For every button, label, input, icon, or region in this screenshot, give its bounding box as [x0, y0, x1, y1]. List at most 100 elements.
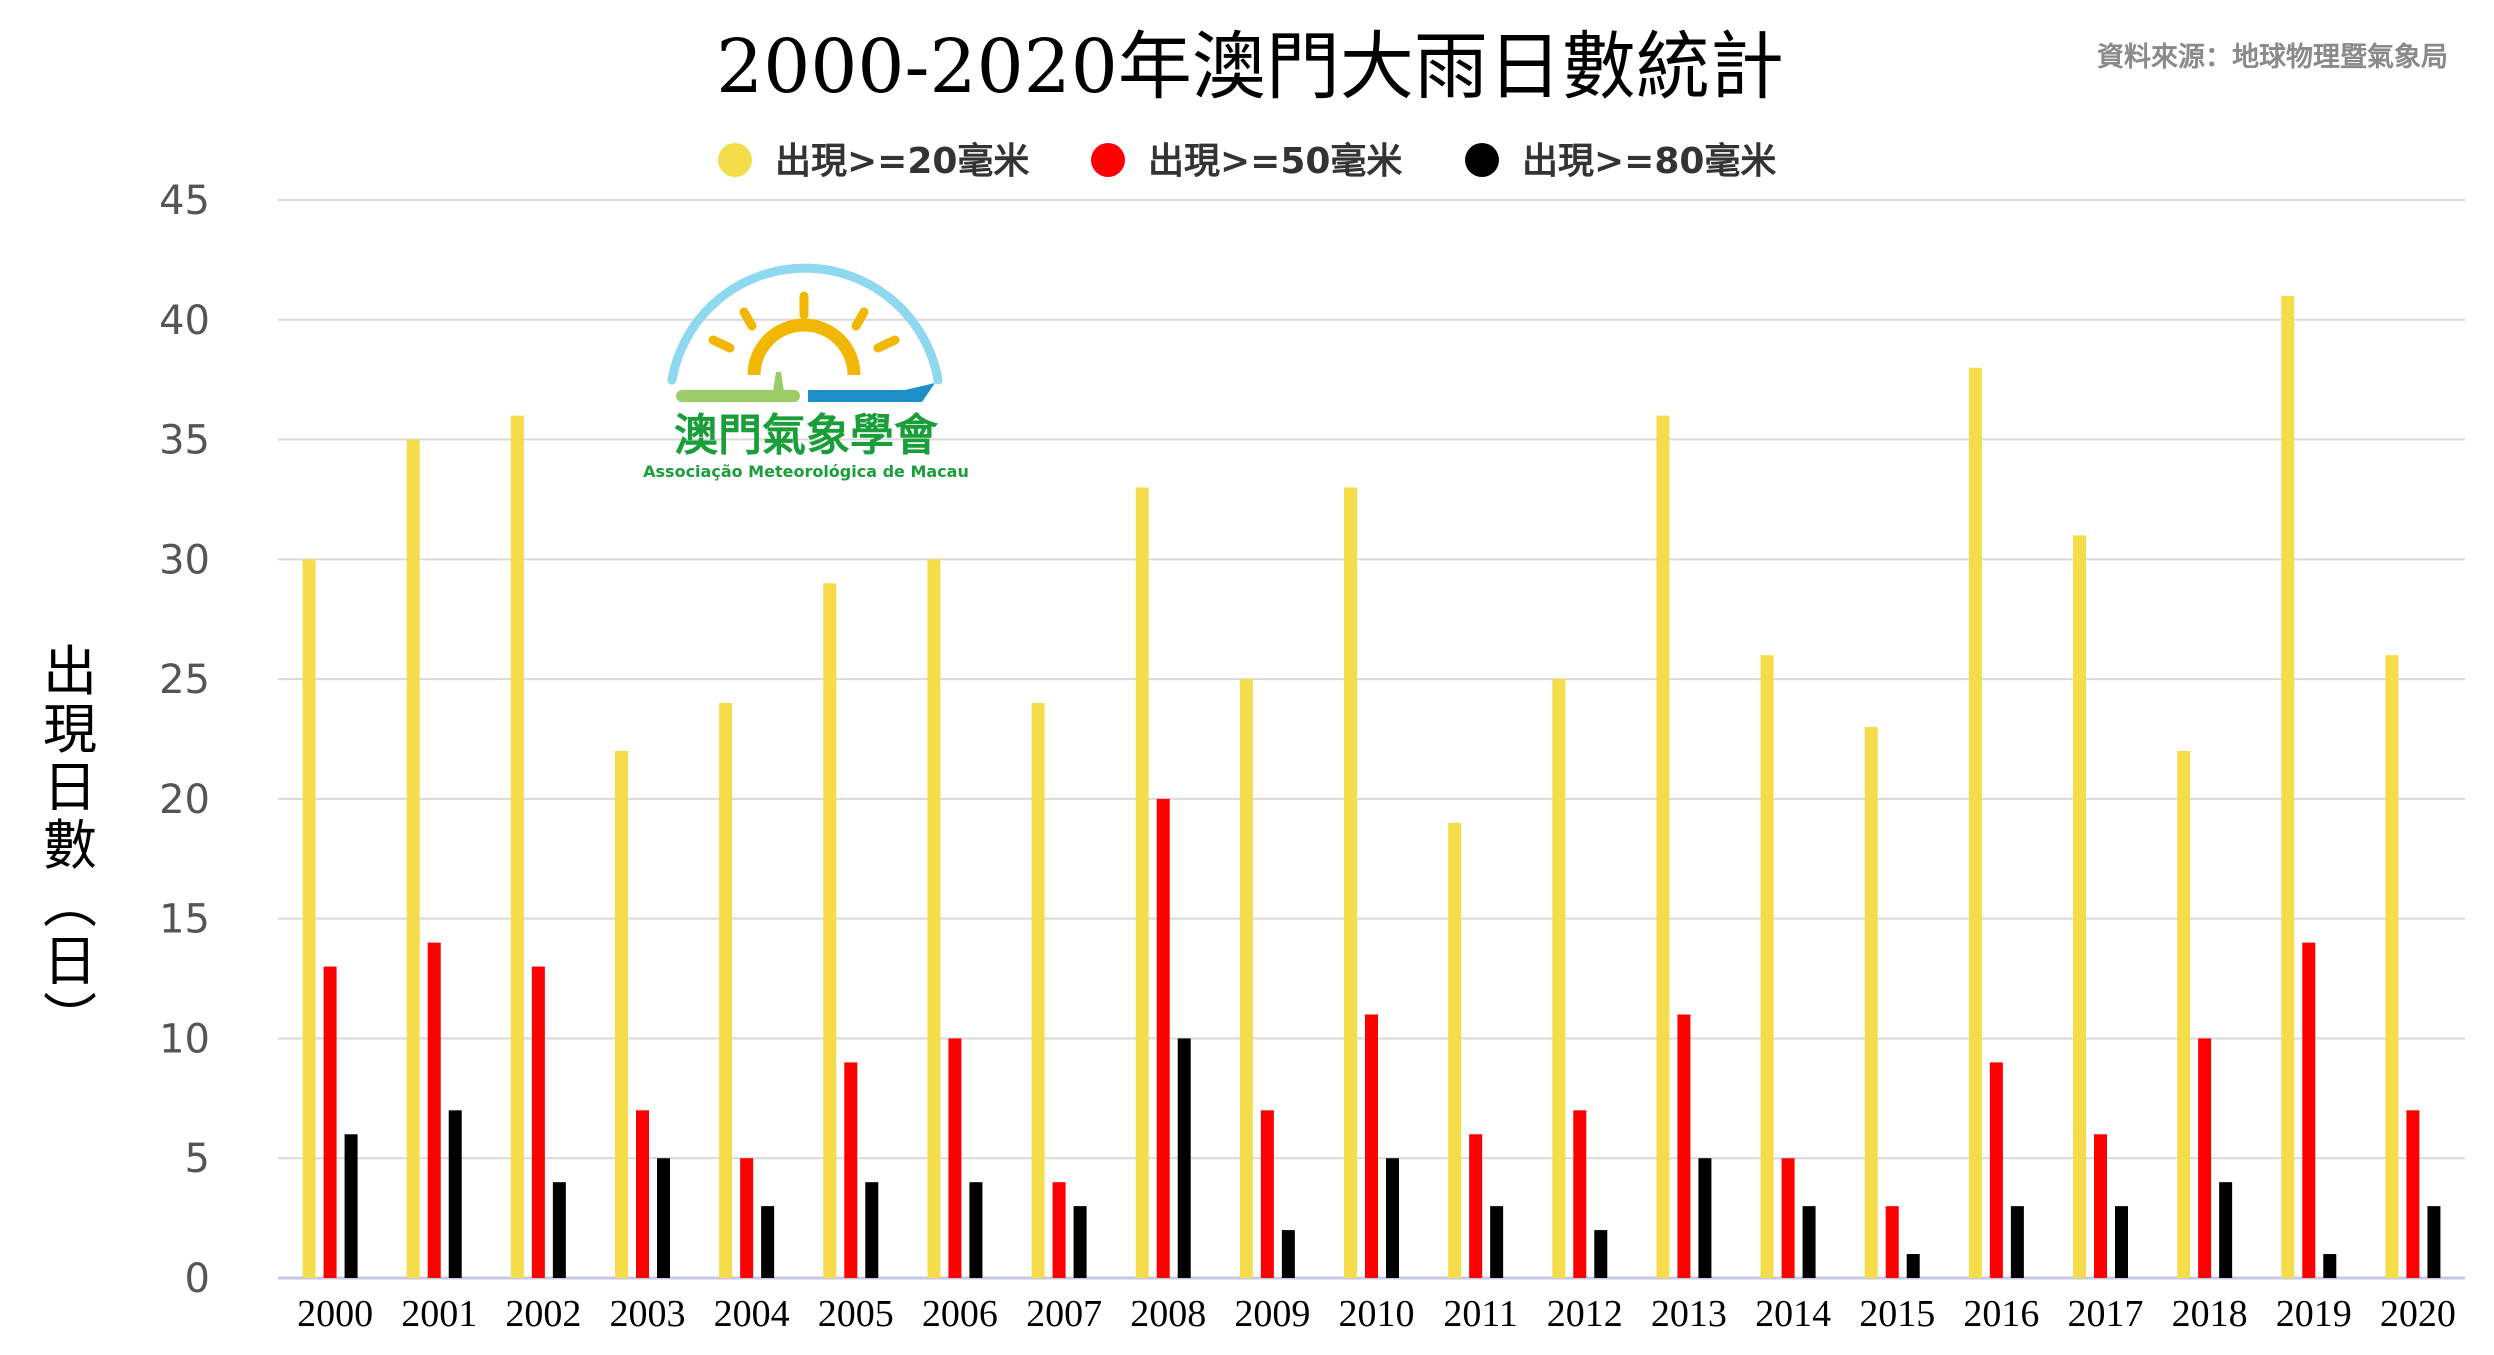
bar-2015-series-1: [1864, 727, 1878, 1278]
bar-2011-series-2: [1469, 1134, 1483, 1278]
bar-2001-series-2: [427, 942, 441, 1278]
y-tick-label: 10: [159, 1016, 210, 1062]
bar-2017-series-1: [2073, 535, 2086, 1278]
x-tick-label: 2016: [1963, 1293, 2039, 1335]
y-tick-label: 30: [159, 537, 210, 583]
bar-2011-series-3: [1490, 1206, 1504, 1278]
bar-2014-series-3: [1802, 1206, 1816, 1278]
bar-2005-series-2: [844, 1062, 858, 1278]
bar-2011-series-1: [1448, 822, 1462, 1278]
bar-2018-series-3: [2219, 1182, 2233, 1278]
x-tick-label: 2005: [818, 1293, 894, 1335]
bar-2003-series-1: [615, 750, 628, 1278]
bar-2014-series-1: [1760, 655, 1774, 1278]
logo-sea: [808, 383, 935, 402]
x-tick-label: 2001: [401, 1293, 477, 1335]
x-tick-label: 2008: [1130, 1293, 1206, 1335]
legend: 出現>=20毫米 出現>=50毫米 出現>=80毫米: [718, 141, 1776, 182]
bar-2001-series-3: [448, 1110, 462, 1278]
bar-2006-series-1: [927, 559, 941, 1278]
bar-2002-series-1: [510, 415, 524, 1279]
bar-2003-series-3: [657, 1158, 670, 1278]
y-axis-label-text: 出現日數︵日︶: [43, 640, 97, 1051]
bar-2014-series-2: [1781, 1158, 1795, 1278]
legend-label: 出現>=80毫米: [1522, 141, 1776, 182]
x-tick-label: 2012: [1547, 1293, 1623, 1335]
legend-marker: [1465, 143, 1499, 177]
y-tick-label: 35: [159, 418, 210, 464]
x-tick-label: 2011: [1443, 1293, 1518, 1335]
logo-name-pt: Associação Meteorológica de Macau: [643, 462, 969, 481]
bar-2008-series-2: [1156, 798, 1170, 1278]
bar-2018-series-1: [2177, 750, 2191, 1278]
bar-2016-series-2: [1989, 1062, 2003, 1278]
bar-2002-series-2: [531, 966, 545, 1278]
bar-2010-series-2: [1365, 1014, 1378, 1278]
bar-2015-series-2: [1885, 1206, 1899, 1278]
bar-2009-series-2: [1260, 1110, 1274, 1278]
bar-2009-series-1: [1239, 679, 1253, 1278]
bar-2007-series-3: [1073, 1206, 1087, 1278]
legend-label: 出現>=20毫米: [775, 141, 1029, 182]
y-tick-label: 20: [159, 777, 210, 823]
bar-2003-series-2: [636, 1110, 649, 1278]
bar-2012-series-1: [1552, 679, 1566, 1278]
bar-2015-series-3: [1906, 1254, 1920, 1278]
bar-2007-series-2: [1052, 1182, 1066, 1278]
bar-2020-series-1: [2385, 655, 2399, 1278]
logo-name-zh: 澳門氣象學會: [674, 410, 939, 461]
bar-2016-series-3: [2010, 1206, 2024, 1278]
bar-2005-series-1: [823, 583, 837, 1278]
bar-2010-series-3: [1386, 1158, 1399, 1278]
bar-2012-series-3: [1594, 1230, 1608, 1278]
x-tick-label: 2019: [2276, 1293, 2352, 1335]
y-axis-ticks: 0 5 10 15 20 25 30 35 40 45: [159, 178, 210, 1302]
bar-2013-series-1: [1656, 415, 1670, 1279]
bar-2000-series-2: [323, 966, 337, 1278]
x-tick-label: 2006: [922, 1293, 998, 1335]
bar-2017-series-2: [2094, 1134, 2107, 1278]
y-tick-label: 15: [159, 897, 210, 943]
bar-2000-series-1: [302, 559, 316, 1278]
x-tick-label: 2017: [2068, 1293, 2144, 1335]
logo-sun: [747, 318, 861, 376]
bar-2019-series-3: [2323, 1254, 2337, 1278]
bar-2007-series-1: [1031, 703, 1045, 1278]
legend-marker: [1091, 143, 1125, 177]
bar-2008-series-3: [1177, 1038, 1191, 1278]
bars: [302, 295, 2441, 1279]
x-tick-label: 2010: [1339, 1293, 1415, 1335]
logo-arc: [667, 263, 943, 385]
x-tick-label: 2009: [1234, 1293, 1310, 1335]
y-tick-label: 25: [159, 657, 210, 703]
x-tick-label: 2020: [2380, 1293, 2456, 1335]
bar-2017-series-3: [2115, 1206, 2128, 1278]
legend-label: 出現>=50毫米: [1148, 141, 1402, 182]
bar-2001-series-1: [406, 439, 420, 1278]
x-tick-label: 2000: [297, 1293, 373, 1335]
bar-2009-series-3: [1281, 1230, 1295, 1278]
bar-2005-series-3: [865, 1182, 879, 1278]
bar-2002-series-3: [552, 1182, 566, 1278]
legend-marker: [718, 143, 752, 177]
logo-land: [676, 390, 800, 402]
x-tick-label: 2002: [505, 1293, 581, 1335]
bar-2006-series-3: [969, 1182, 983, 1278]
x-tick-label: 2013: [1651, 1293, 1727, 1335]
x-tick-label: 2015: [1859, 1293, 1935, 1335]
bar-2019-series-2: [2302, 942, 2316, 1278]
y-tick-label: 5: [185, 1136, 210, 1182]
x-tick-label: 2004: [714, 1293, 790, 1335]
x-tick-label: 2018: [2172, 1293, 2248, 1335]
y-axis-label: 出現日數︵日︶: [43, 640, 97, 1051]
y-tick-label: 40: [159, 298, 210, 344]
bar-2020-series-2: [2406, 1110, 2420, 1278]
chart-title: 2000-2020年澳門大雨日數統計: [716, 24, 1784, 110]
bar-2004-series-1: [719, 703, 733, 1278]
x-tick-label: 2014: [1755, 1293, 1831, 1335]
bar-2012-series-2: [1573, 1110, 1587, 1278]
bar-2004-series-3: [761, 1206, 775, 1278]
logo-lighthouse: [773, 372, 784, 392]
y-tick-label: 45: [159, 178, 210, 224]
